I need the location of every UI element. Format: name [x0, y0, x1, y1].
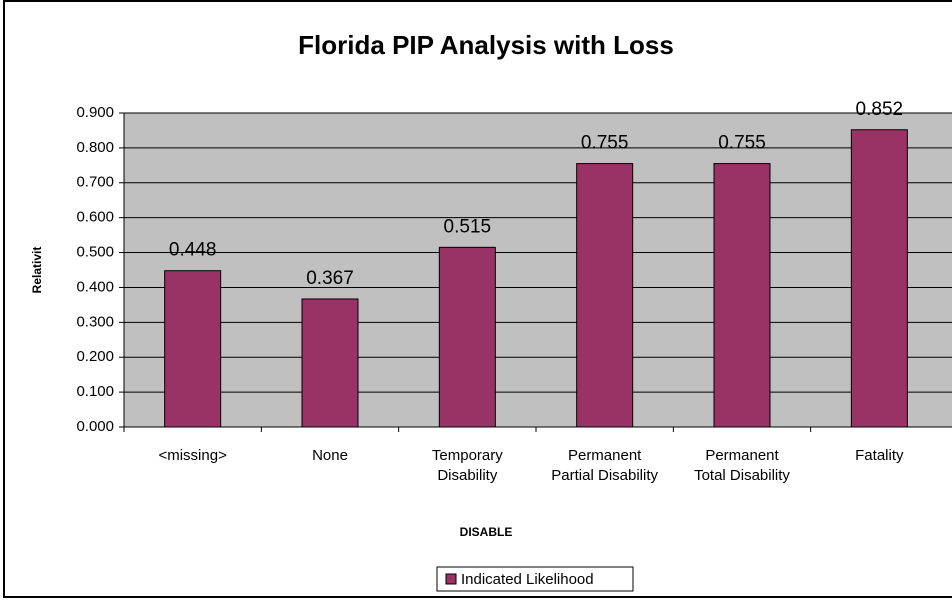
y-tick-label: 0.900: [76, 104, 114, 121]
x-tick-label: Permanent Total Disability: [694, 447, 790, 484]
legend-label: Indicated Likelihood: [461, 571, 594, 588]
y-axis-label: Relativit: [30, 247, 44, 294]
x-tick-label: Temporary Disability: [431, 447, 503, 484]
y-tick-label: 0.600: [76, 209, 114, 226]
x-axis-label: DISABLE: [460, 525, 513, 539]
data-label: 0.367: [306, 268, 354, 289]
y-tick-label: 0.100: [76, 383, 114, 400]
x-tick-label: Fatality: [855, 447, 904, 464]
y-tick-label: 0.000: [76, 418, 114, 435]
bar: [713, 163, 771, 428]
plot-area: [123, 112, 952, 428]
data-label: 0.448: [169, 240, 217, 261]
bar: [164, 270, 222, 428]
y-tick-label: 0.200: [76, 348, 114, 365]
data-label: 0.755: [581, 133, 629, 154]
x-tick-label: Permanent Partial Disability: [551, 447, 658, 484]
data-label: 0.515: [444, 216, 492, 237]
legend-swatch: [445, 573, 457, 585]
data-label: 0.852: [856, 99, 904, 120]
y-tick-label: 0.700: [76, 174, 114, 191]
y-tick-label: 0.800: [76, 139, 114, 156]
bar: [301, 298, 359, 428]
bar: [576, 163, 634, 428]
legend-box: [436, 566, 634, 592]
x-tick-label: None: [312, 447, 348, 464]
bar: [438, 246, 496, 428]
y-tick-label: 0.500: [76, 244, 114, 261]
bar: [850, 129, 908, 428]
y-tick-label: 0.400: [76, 278, 114, 295]
y-tick-label: 0.300: [76, 313, 114, 330]
x-tick-label: <missing>: [158, 447, 227, 464]
data-label: 0.755: [718, 133, 766, 154]
chart-title: Florida PIP Analysis with Loss: [298, 30, 674, 60]
